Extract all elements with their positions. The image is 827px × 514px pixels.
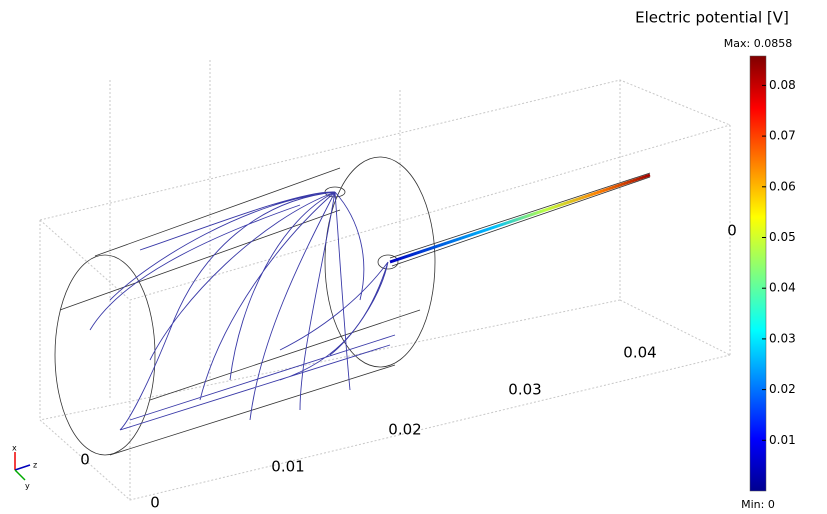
tick-label: 0.08 bbox=[769, 78, 796, 92]
colorbar-title: Electric potential [V] bbox=[635, 9, 789, 27]
axis-label: 0.03 bbox=[508, 381, 541, 399]
axis-label: 0.01 bbox=[271, 458, 304, 476]
tick-label: 0.07 bbox=[769, 129, 796, 143]
svg-text:y: y bbox=[25, 482, 30, 491]
tick-label: 0.01 bbox=[769, 433, 796, 447]
axis-label: 0.02 bbox=[388, 421, 421, 439]
tick-label: 0.03 bbox=[769, 331, 796, 345]
svg-text:x: x bbox=[12, 444, 17, 453]
axis-label: 0 bbox=[150, 494, 160, 512]
scene: x z y bbox=[12, 60, 731, 501]
max-label: Max: 0.0858 bbox=[724, 37, 792, 50]
colorbar bbox=[749, 55, 767, 492]
axis-label: 0.04 bbox=[623, 344, 656, 362]
min-label: Min: 0 bbox=[741, 498, 775, 511]
axis-label: 0 bbox=[80, 451, 90, 469]
tick-label: 0.02 bbox=[769, 382, 796, 396]
tick-label: 0.05 bbox=[769, 230, 796, 244]
tick-label: 0.06 bbox=[769, 179, 796, 193]
svg-text:z: z bbox=[33, 461, 37, 470]
axis-label: 0 bbox=[727, 222, 737, 240]
axis-triad: x z y bbox=[12, 444, 37, 491]
tick-label: 0.04 bbox=[769, 281, 796, 295]
